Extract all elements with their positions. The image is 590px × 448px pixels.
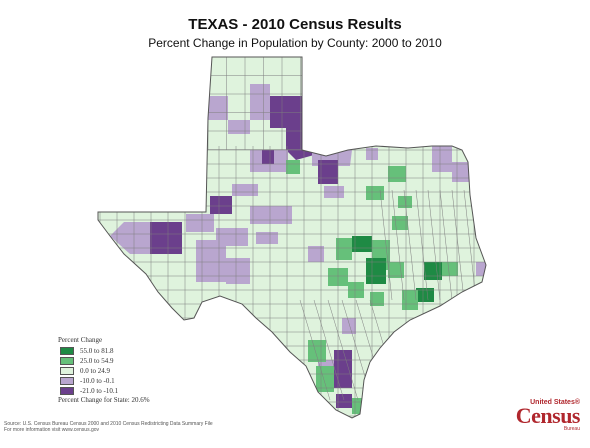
county-fill	[416, 288, 434, 302]
legend-label: 55.0 to 81.8	[80, 347, 114, 355]
county-fill	[208, 96, 228, 120]
county-fill	[388, 262, 404, 278]
logo-sub-text: Bureau	[563, 426, 580, 432]
county-boundary	[427, 189, 441, 301]
county-fill	[334, 350, 352, 388]
county-fill	[336, 394, 352, 408]
county-boundary	[463, 189, 477, 301]
county-fill	[308, 340, 326, 362]
map-title: TEXAS - 2010 Census Results	[188, 16, 402, 33]
county-boundary	[391, 189, 405, 301]
county-fill	[196, 240, 226, 282]
county-fill	[270, 96, 302, 128]
county-fill	[370, 292, 384, 306]
county-fill	[402, 290, 418, 310]
legend-label: -10.0 to -0.1	[80, 377, 115, 385]
county-fill	[262, 150, 274, 164]
county-fill	[226, 258, 250, 284]
county-fill	[308, 246, 324, 262]
county-fill	[452, 162, 470, 182]
legend-label: -21.0 to -10.1	[80, 387, 119, 395]
legend-item: -21.0 to -10.1	[60, 387, 180, 396]
county-fill	[336, 238, 352, 260]
county-fill	[352, 398, 366, 414]
county-fill	[286, 124, 332, 160]
legend-item: 25.0 to 54.9	[60, 357, 180, 366]
county-fill	[424, 262, 442, 280]
county-fill	[388, 166, 406, 182]
county-fill	[232, 184, 258, 196]
source-line: Source: U.S. Census Bureau Census 2000 a…	[4, 421, 213, 427]
legend-swatch-dark-purple	[60, 387, 74, 395]
county-boundary	[379, 189, 393, 301]
logo-top-text: United States®	[530, 399, 580, 406]
census-bureau-logo: United States® Census Bureau	[506, 399, 581, 439]
county-boundary	[327, 299, 359, 401]
county-fill	[210, 196, 232, 214]
county-boundary	[415, 189, 429, 301]
county-fill	[342, 318, 356, 334]
county-fill	[228, 120, 250, 134]
county-fill	[316, 366, 334, 392]
legend-swatch-light-purple	[60, 377, 74, 385]
county-boundary	[451, 189, 465, 301]
county-boundary	[313, 299, 345, 401]
county-fill	[186, 214, 214, 232]
legend-swatch-medium-green	[60, 357, 74, 365]
county-fill	[398, 196, 412, 208]
county-boundary	[403, 189, 417, 301]
logo-main-text: Census	[515, 403, 581, 428]
legend-item: 0.0 to 24.9	[60, 367, 180, 376]
legend-label: 25.0 to 54.9	[80, 357, 114, 365]
source-note: Source: U.S. Census Bureau Census 2000 a…	[4, 421, 213, 433]
legend-swatch-light-green	[60, 367, 74, 375]
source-line: For more information visit www.census.go…	[4, 427, 100, 433]
county-fill	[256, 232, 278, 244]
county-fill	[286, 160, 300, 174]
county-fill	[366, 258, 386, 284]
county-fill	[366, 186, 384, 200]
county-fill	[250, 206, 292, 224]
legend-swatch-dark-green	[60, 347, 74, 355]
county-boundary	[439, 189, 453, 301]
county-fill	[110, 222, 150, 254]
county-boundary	[299, 299, 331, 401]
county-fill	[250, 84, 270, 120]
map-subtitle: Percent Change in Population by County: …	[148, 36, 442, 50]
legend-item: 55.0 to 81.8	[60, 347, 180, 356]
legend-title: Percent Change	[58, 336, 103, 344]
state-percent-change: Percent Change for State: 20.6%	[58, 396, 150, 404]
county-fill	[392, 216, 408, 230]
county-fill	[432, 146, 452, 172]
county-fill	[148, 222, 182, 254]
legend-label: 0.0 to 24.9	[80, 367, 110, 375]
county-fill	[476, 262, 486, 276]
county-fill	[442, 262, 458, 276]
legend-item: -10.0 to -0.1	[60, 377, 180, 386]
